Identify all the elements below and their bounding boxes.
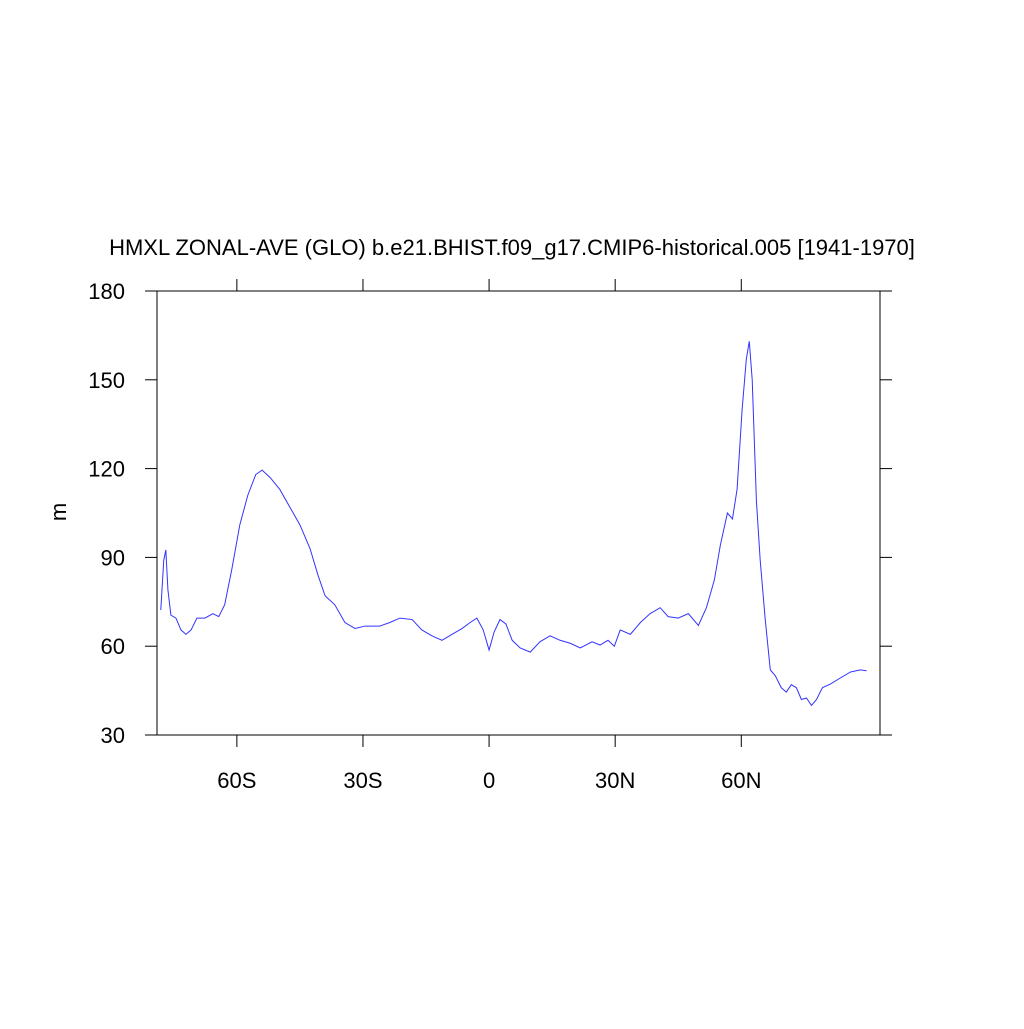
y-tick-label: 90	[101, 545, 125, 570]
chart-title: HMXL ZONAL-AVE (GLO) b.e21.BHIST.f09_g17…	[109, 235, 915, 260]
x-tick-label: 30S	[343, 768, 382, 793]
x-tick-label: 60S	[217, 768, 256, 793]
data-line	[160, 341, 867, 707]
y-tick-label: 150	[88, 368, 125, 393]
y-tick-label: 120	[88, 457, 125, 482]
x-tick-label: 30N	[595, 768, 635, 793]
y-tick-label: 180	[88, 279, 125, 304]
y-tick-label: 60	[101, 634, 125, 659]
plot-frame	[156, 290, 881, 736]
x-tick-label: 60N	[721, 768, 761, 793]
x-tick-label: 0	[483, 768, 495, 793]
y-tick-label: 30	[101, 723, 125, 748]
y-axis-label: m	[46, 503, 71, 521]
